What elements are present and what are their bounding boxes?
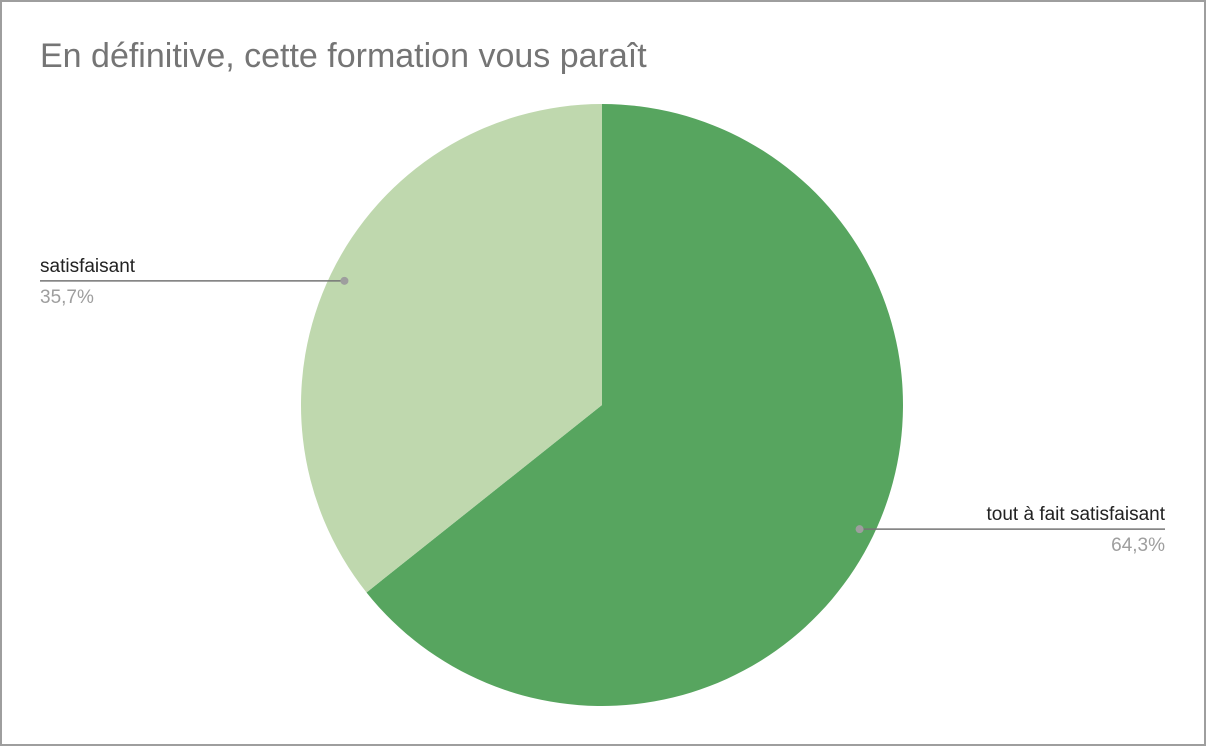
- slice-label: satisfaisant: [40, 256, 136, 277]
- leader-dot: [340, 276, 349, 285]
- leader-dot: [855, 525, 864, 534]
- chart-title: En définitive, cette formation vous para…: [40, 37, 647, 75]
- slice-value-label: 64,3%: [1111, 535, 1165, 556]
- pie-slice: [366, 104, 903, 706]
- pie-slice: [301, 103, 602, 593]
- slice-value-label: 35,7%: [40, 287, 94, 308]
- slice-label: tout à fait satisfaisant: [987, 504, 1166, 525]
